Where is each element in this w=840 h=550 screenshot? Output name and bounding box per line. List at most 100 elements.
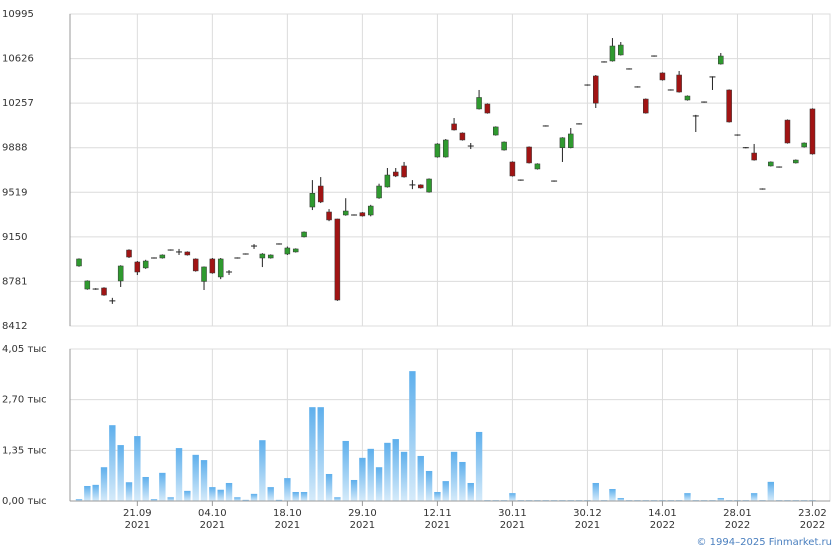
candle-body	[726, 89, 732, 123]
volume-bar	[292, 491, 299, 501]
volume-bar	[142, 476, 149, 501]
volume-bar	[242, 499, 249, 501]
candle-body	[434, 143, 441, 158]
x-tick-label: 04.10	[198, 508, 227, 519]
volume-bar	[150, 499, 158, 501]
candle-body	[618, 44, 624, 56]
candle-body	[509, 161, 516, 177]
candle-body	[134, 261, 141, 273]
candle-body	[309, 193, 316, 208]
y-tick-label: 2,70 тыс	[2, 395, 47, 406]
candle-body	[501, 141, 507, 151]
candle-body	[101, 287, 107, 296]
candle-body	[159, 254, 166, 259]
x-tick-year: 2022	[800, 520, 825, 531]
candle-body	[292, 248, 299, 253]
volume-bar	[334, 497, 341, 501]
volume-bar	[750, 493, 758, 501]
candle-body	[392, 171, 399, 177]
candle-body	[184, 251, 191, 256]
y-tick-label: 9519	[2, 187, 27, 198]
candle-body	[259, 253, 266, 259]
x-tick-year: 2021	[425, 520, 450, 531]
volume-bar	[309, 407, 316, 501]
candle-body	[751, 152, 757, 161]
volume-bar	[192, 454, 199, 501]
x-tick-year: 2021	[350, 520, 375, 531]
candle-body	[367, 205, 374, 216]
candle-body	[484, 103, 491, 114]
volume-bar	[200, 460, 208, 501]
candle-body	[568, 133, 574, 148]
candle-body	[376, 185, 382, 199]
volume-bar	[475, 431, 483, 501]
candle-body	[401, 165, 407, 178]
volume-bar	[509, 493, 516, 501]
volume-bar	[125, 482, 133, 501]
plot-frame	[69, 13, 831, 327]
candle-body	[809, 108, 816, 155]
y-tick-label: 0,00 тыс	[2, 496, 47, 507]
volume-bar	[325, 473, 333, 501]
candle-body	[267, 254, 274, 259]
candle-body	[76, 258, 82, 267]
candle-body	[342, 210, 349, 216]
candle-body	[451, 123, 457, 131]
footer: © 1994–2025 Finmarket.ru	[696, 537, 832, 548]
candle-body	[476, 97, 482, 110]
volume-bar	[317, 407, 324, 501]
candle-body	[801, 142, 807, 148]
candle-body	[317, 185, 324, 203]
volume-bar	[684, 493, 691, 501]
volume-bar	[117, 445, 124, 501]
volume-bar	[350, 479, 358, 501]
candle-body	[326, 211, 332, 221]
x-tick-label: 29.10	[348, 508, 377, 519]
volume-bar	[175, 448, 183, 501]
volume-bar	[592, 482, 599, 501]
candle-body	[493, 126, 499, 136]
candle-body	[117, 265, 124, 282]
volume-bar	[250, 493, 258, 501]
volume-bar	[400, 451, 408, 501]
volume-bar	[767, 481, 775, 501]
volume-bar	[267, 487, 274, 501]
volume-bar	[184, 490, 191, 501]
volume-bar	[467, 482, 474, 501]
x-tick-label: 14.01	[648, 508, 677, 519]
volume-bar	[225, 482, 233, 501]
y-tick-label: 8412	[2, 321, 27, 332]
candle-body	[459, 132, 466, 141]
y-tick-label: 10995	[2, 9, 34, 20]
volume-bar	[284, 478, 291, 501]
volume-bar	[609, 488, 616, 501]
x-tick-label: 30.11	[498, 508, 527, 519]
candle-body	[609, 45, 616, 62]
candle-body	[659, 72, 666, 81]
candle-body	[301, 231, 307, 238]
candle-body	[643, 98, 649, 114]
x-tick-label: 23.02	[798, 508, 827, 519]
x-tick-year: 2021	[500, 520, 525, 531]
volume-bar	[375, 467, 383, 501]
volume-bar	[259, 440, 266, 501]
volume-bar	[209, 487, 216, 501]
plot-frame	[69, 348, 831, 502]
x-tick-year: 2021	[200, 520, 225, 531]
volume-bar	[134, 436, 141, 501]
volume-bar	[367, 448, 374, 501]
candle-body	[784, 119, 791, 144]
volume-bar	[392, 439, 399, 501]
candle-body	[209, 258, 216, 274]
volume-bar	[92, 484, 99, 501]
x-tick-label: 28.01	[723, 508, 752, 519]
x-tick-year: 2022	[725, 520, 750, 531]
volume-bar	[617, 497, 624, 501]
volume-bar	[425, 470, 433, 501]
volume-bar	[717, 497, 724, 501]
y-tick-label: 4,05 тыс	[2, 344, 47, 355]
candle-body	[84, 280, 91, 290]
candle-body	[718, 55, 724, 65]
x-tick-label: 21.09	[123, 508, 152, 519]
